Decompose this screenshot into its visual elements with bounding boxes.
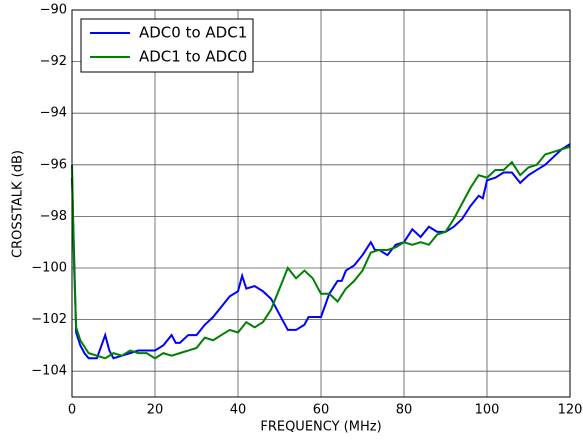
x-tick-label: 100	[475, 403, 500, 418]
x-tick-label: 60	[313, 403, 330, 418]
x-tick-label: 120	[558, 403, 583, 418]
x-tick-label: 20	[147, 403, 164, 418]
y-tick-label: −96	[40, 157, 67, 172]
y-tick-label: −92	[40, 54, 67, 69]
x-tick-label: 0	[68, 403, 76, 418]
data-line	[71, 143, 571, 360]
y-tick-label: −98	[40, 209, 67, 224]
plot-frame	[71, 9, 571, 398]
legend-label: ADC1 to ADC0	[139, 48, 247, 66]
data-line	[71, 145, 571, 360]
legend-label: ADC0 to ADC1	[139, 24, 247, 42]
y-tick-label: −90	[40, 3, 67, 18]
x-tick-label: 80	[396, 403, 413, 418]
x-axis-label: FREQUENCY (MHz)	[260, 420, 381, 435]
y-tick-label: −100	[31, 261, 67, 276]
x-tick-label: 40	[230, 403, 247, 418]
y-axis-label: CROSSTALK (dB)	[11, 150, 26, 258]
y-tick-label: −102	[31, 312, 67, 327]
y-tick-label: −104	[31, 364, 67, 379]
y-tick-label: −94	[40, 106, 67, 121]
legend-box	[80, 18, 254, 73]
